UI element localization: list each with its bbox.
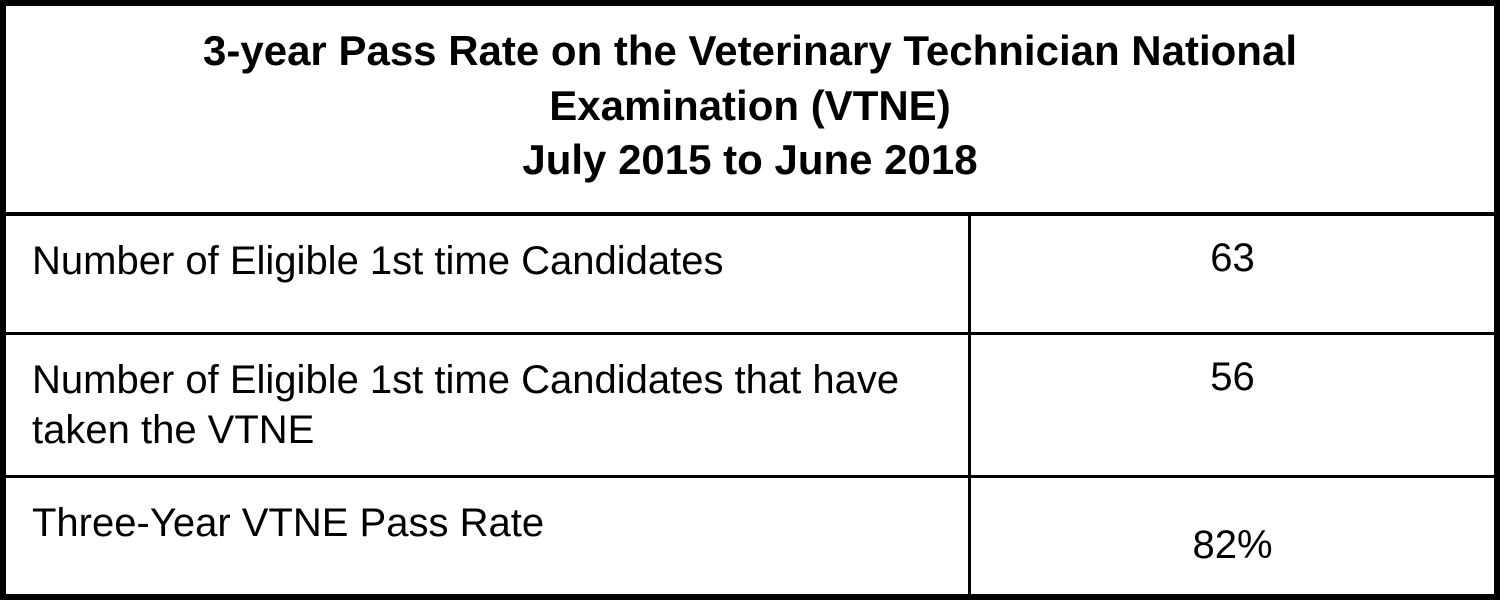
vtne-pass-rate-table: 3-year Pass Rate on the Veterinary Techn… (0, 0, 1500, 600)
row-value: 82% (971, 478, 1494, 594)
title-line-1: 3-year Pass Rate on the Veterinary Techn… (203, 27, 1297, 74)
title-line-2: Examination (VTNE) (549, 82, 950, 129)
table-title: 3-year Pass Rate on the Veterinary Techn… (6, 6, 1494, 216)
row-label: Three-Year VTNE Pass Rate (6, 478, 971, 594)
table-row: Number of Eligible 1st time Candidates t… (6, 332, 1494, 475)
row-value: 56 (971, 335, 1494, 475)
row-value: 63 (971, 216, 1494, 332)
table-row: Three-Year VTNE Pass Rate 82% (6, 475, 1494, 594)
title-line-3: July 2015 to June 2018 (522, 136, 977, 183)
table-row: Number of Eligible 1st time Candidates 6… (6, 216, 1494, 332)
row-label: Number of Eligible 1st time Candidates (6, 216, 971, 332)
row-label: Number of Eligible 1st time Candidates t… (6, 335, 971, 475)
